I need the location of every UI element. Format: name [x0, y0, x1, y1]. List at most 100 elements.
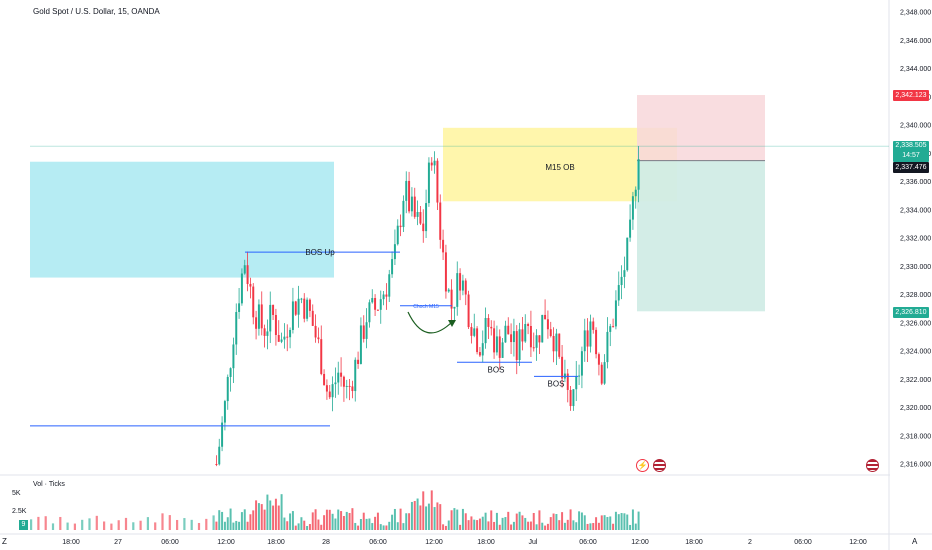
candle-body [368, 302, 371, 323]
candle-body [402, 200, 405, 228]
volume-bar [44, 516, 47, 530]
auto-scale-icon[interactable]: A [912, 537, 918, 546]
volume-bar [583, 515, 586, 530]
time-tick-label: 12:00 [849, 539, 867, 546]
candle-body [246, 265, 249, 284]
candle-body [558, 333, 561, 357]
candle-body [238, 303, 241, 312]
candle-body [255, 317, 258, 329]
volume-bar [408, 513, 411, 530]
volume-bar [586, 523, 589, 530]
candle-body [459, 273, 462, 291]
candle-body [376, 309, 379, 311]
candle-body [328, 391, 331, 398]
last-price-tag: 2,338.505 14:57 [893, 141, 929, 162]
price-tick-label: 2,334.000 [900, 207, 931, 214]
target-price-tag: 2,326.810 [893, 307, 929, 318]
volume-bar [340, 511, 343, 530]
candle-body [286, 336, 289, 338]
volume-bar [51, 523, 55, 530]
volume-bar [546, 523, 549, 530]
candle-body [623, 270, 626, 277]
candle-body [447, 289, 450, 292]
candle-body [595, 329, 598, 355]
volume-bar [498, 524, 501, 530]
candle-body [362, 325, 365, 339]
timezone-icon[interactable]: Z [2, 537, 7, 546]
volume-bar [348, 513, 351, 530]
lightning-event-icon[interactable]: ⚡ [636, 459, 649, 472]
us-flag-event-icon-2[interactable] [866, 459, 879, 472]
volume-bar [357, 525, 360, 530]
time-tick-label: 18:00 [477, 539, 495, 546]
candle-body [410, 196, 413, 212]
volume-title: Vol · Ticks [33, 481, 65, 488]
volume-bar [257, 503, 260, 530]
candle-body [444, 252, 447, 292]
volume-bar [197, 522, 201, 530]
candle-body [493, 328, 496, 353]
time-tick-label: 06:00 [369, 539, 387, 546]
time-tick-label: 06:00 [161, 539, 179, 546]
volume-bar [595, 517, 598, 530]
volume-bar [450, 510, 453, 530]
candle-body [294, 301, 297, 315]
countdown-value: 14:57 [902, 152, 920, 159]
candle-body [461, 280, 464, 291]
volume-bar [215, 521, 218, 530]
candle-body [348, 385, 351, 387]
volume-bar [481, 516, 484, 530]
candle-body [433, 160, 436, 166]
candle-body [405, 180, 408, 201]
candle-body [413, 196, 416, 217]
volume-bar [334, 518, 337, 530]
price-tick-label: 2,328.000 [900, 292, 931, 299]
volume-bar [592, 523, 595, 530]
time-tick-label: 12:00 [631, 539, 649, 546]
volume-bar [362, 512, 365, 530]
candle-body [427, 162, 430, 204]
volume-bar [226, 517, 229, 530]
candle-body [342, 376, 345, 387]
volume-bar [161, 513, 164, 530]
volume-bar [379, 524, 382, 530]
volume-bar [425, 506, 428, 530]
volume-bar [552, 513, 555, 530]
us-flag-event-icon[interactable] [653, 459, 666, 472]
stop-zone [637, 95, 765, 161]
volume-bar [311, 512, 314, 530]
volume-bar [183, 518, 186, 530]
volume-bar [410, 501, 413, 530]
time-tick-label: 27 [114, 539, 122, 546]
candle-body [357, 359, 360, 364]
candle-body [456, 273, 459, 307]
volume-bar [300, 517, 303, 530]
volume-bar [447, 520, 450, 530]
candle-body [436, 160, 439, 203]
candle-body [289, 329, 292, 338]
volume-bar [382, 525, 385, 530]
candle-body [340, 372, 343, 377]
volume-bar [320, 524, 323, 530]
candle-body [365, 322, 368, 339]
volume-bar [66, 522, 69, 530]
volume-bar [504, 517, 507, 530]
candle-body [470, 327, 473, 336]
volume-bar [37, 516, 40, 530]
candle-body [589, 321, 592, 347]
candle-body [382, 294, 385, 300]
candle-body [419, 212, 422, 224]
volume-bar [405, 513, 408, 530]
price-tick-label: 2,320.000 [900, 405, 931, 412]
volume-bar [626, 514, 629, 530]
volume-bar [597, 522, 600, 530]
volume-bar [176, 519, 179, 530]
volume-bar [297, 523, 300, 530]
volume-bar [589, 523, 592, 530]
volume-bar [572, 520, 575, 530]
candle-body [391, 259, 394, 275]
time-tick-label: 12:00 [217, 539, 235, 546]
candle-body [555, 333, 558, 352]
volume-bar [294, 525, 297, 530]
